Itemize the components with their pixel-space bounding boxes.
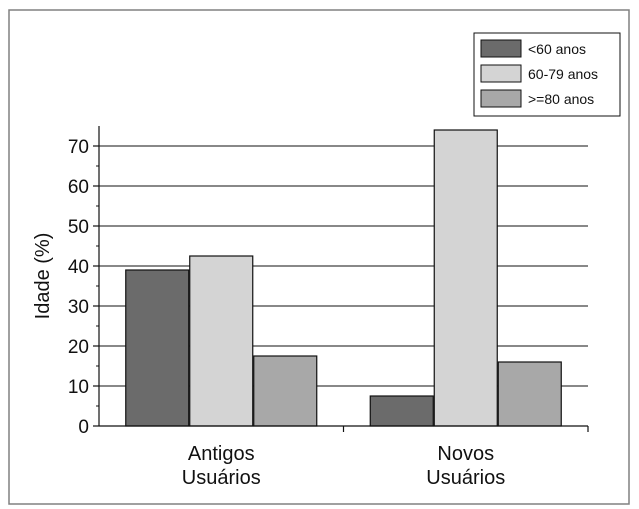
legend-swatch [480,89,522,108]
legend-swatch [480,39,522,58]
x-category-label: Novos [437,443,494,465]
legend: <60 anos 60-79 anos >=80 anos [473,32,621,117]
y-tick-label: 20 [68,337,89,358]
bar-1-2 [497,361,562,427]
bar-0-2 [253,355,318,427]
legend-label: >=80 anos [528,91,594,107]
x-category-label: Usuários [426,467,505,489]
y-tick-label: 0 [78,417,89,438]
legend-label: 60-79 anos [528,66,598,82]
y-tick-label: 30 [68,297,89,318]
y-tick-label: 10 [68,377,89,398]
x-category-label: Antigos [188,443,255,465]
bars [125,129,562,427]
bar-0-1 [189,255,254,427]
y-tick-label: 70 [68,137,89,158]
y-axis-title: Idade (%) [32,233,54,320]
axes [98,126,589,432]
legend-swatch [480,64,522,83]
y-tick-label: 60 [68,177,89,198]
bar-0-0 [125,269,190,427]
legend-label: <60 anos [528,41,586,57]
y-ticks: 0 10 20 30 40 50 60 70 [68,137,99,438]
bar-1-0 [369,395,434,427]
y-tick-label: 50 [68,217,89,238]
bar-1-1 [433,129,498,427]
x-category-label: Usuários [182,467,261,489]
y-tick-label: 40 [68,257,89,278]
